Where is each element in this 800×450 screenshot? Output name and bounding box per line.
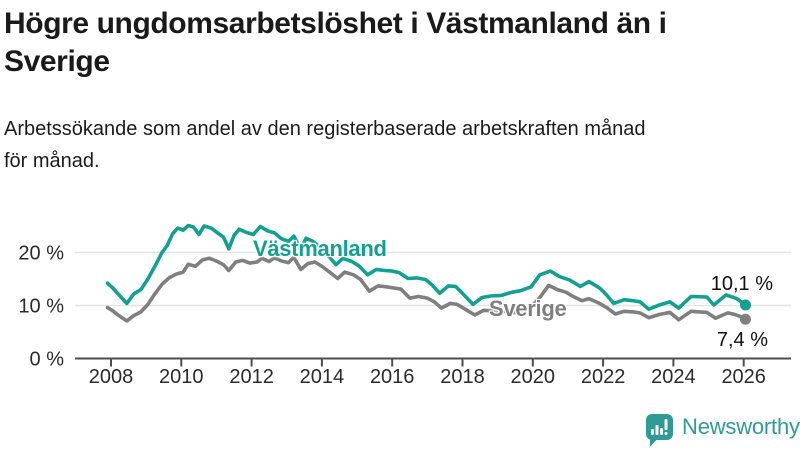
y-tick-label-20: 20 % (18, 243, 64, 265)
chart-title-line2: Sverige (4, 45, 110, 78)
x-tick-label-2020: 2020 (511, 366, 556, 388)
y-tick-label-0: 0 % (30, 349, 65, 371)
brand-wordmark: Newsworthy (682, 414, 800, 439)
x-tick-label-2012: 2012 (229, 366, 274, 388)
chart-subtitle-line1: Arbetssökande som andel av den registerb… (4, 118, 646, 140)
series-line-västmanland (105, 223, 748, 311)
series-label-sverige: Sverige (489, 296, 567, 321)
end-dot-västmanland[interactable] (739, 299, 751, 311)
chart-title-line1: Högre ungdomsarbetslöshet i Västmanland … (4, 7, 667, 40)
newsworthy-logo-icon (646, 414, 673, 447)
y-tick-label-10: 10 % (18, 296, 64, 318)
x-tick-label-2016: 2016 (370, 366, 415, 388)
x-tick-label-2010: 2010 (159, 366, 204, 388)
x-tick-label-2008: 2008 (89, 366, 134, 388)
x-tick-label-2026: 2026 (721, 366, 766, 388)
end-value-label-vastmanland: 10,1 % (710, 273, 773, 295)
chart-subtitle-line2: för månad. (4, 150, 100, 172)
series-label-vastmanland: Västmanland (253, 236, 387, 261)
chart-title: Högre ungdomsarbetslöshet i Västmanland … (4, 5, 796, 81)
chart-subtitle: Arbetssökande som andel av den registerb… (4, 113, 796, 177)
x-tick-label-2024: 2024 (651, 366, 696, 388)
x-tick-label-2022: 2022 (581, 366, 626, 388)
brand-footer[interactable]: Newsworthy (645, 413, 800, 447)
end-dot-sverige[interactable] (739, 313, 751, 325)
x-tick-label-2018: 2018 (440, 366, 485, 388)
x-tick-label-2014: 2014 (300, 366, 345, 388)
series-line-sverige (105, 255, 748, 323)
end-value-label-sverige: 7,4 % (716, 329, 768, 351)
